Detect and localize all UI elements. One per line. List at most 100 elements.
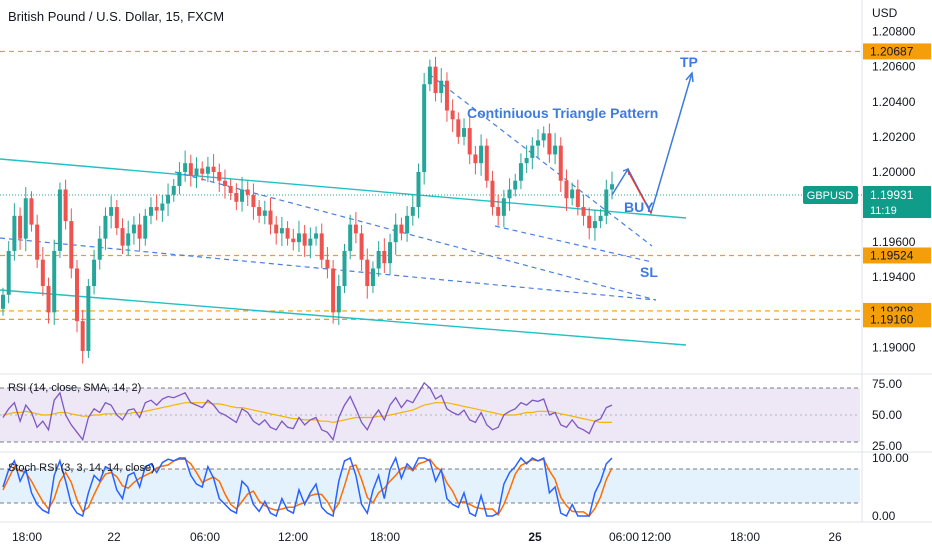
candle-body <box>314 233 319 239</box>
candle-body <box>97 238 102 260</box>
candle <box>18 207 23 250</box>
candle-body <box>427 66 432 85</box>
candle-body <box>40 259 45 287</box>
candle-body <box>416 171 421 208</box>
time-tick-label: 22 <box>107 530 121 544</box>
candle <box>279 216 284 247</box>
candle-body <box>29 198 34 225</box>
stoch-k-line[interactable] <box>2 455 613 518</box>
candle <box>348 214 353 260</box>
candle-body <box>6 250 11 295</box>
dashed-channel-upper[interactable] <box>174 171 657 301</box>
candle <box>211 154 216 182</box>
candle-body <box>530 145 535 158</box>
level-tag-bg <box>863 43 931 60</box>
candle <box>285 221 290 246</box>
symbol-tag-bg <box>803 186 858 204</box>
candle <box>291 228 296 251</box>
candle-body <box>217 171 222 181</box>
candle-body <box>285 228 290 239</box>
candle-body <box>524 157 529 164</box>
time-tick-label: 12:00 <box>278 530 308 544</box>
level-tag-label: 1.19524 <box>870 248 914 262</box>
symbol-tag: GBPUSD <box>807 190 854 202</box>
candle-body <box>570 189 575 199</box>
candle <box>131 216 136 245</box>
candle-body <box>279 228 284 234</box>
candle <box>376 241 381 277</box>
candle <box>257 200 262 223</box>
rsi-tick-label: 75.00 <box>872 377 902 391</box>
candle-body <box>183 163 188 172</box>
candle-body <box>353 224 358 234</box>
candle-body <box>211 166 216 172</box>
level-tag-bg <box>863 311 931 328</box>
candle <box>109 195 114 229</box>
sl-label[interactable]: SL <box>640 264 658 280</box>
rsi-ma-line[interactable] <box>2 402 612 424</box>
candle-body <box>160 203 165 211</box>
current-price-tag[interactable]: GBPUSD 1.19931 11:19 <box>803 186 931 218</box>
candle <box>103 207 108 250</box>
candle <box>120 218 125 255</box>
rsi-line[interactable] <box>2 381 613 442</box>
candle <box>405 206 410 242</box>
candle <box>331 260 336 324</box>
candle <box>484 138 489 188</box>
candle <box>518 153 523 190</box>
candle <box>86 279 91 358</box>
candle <box>564 169 569 211</box>
candle <box>194 157 199 189</box>
candle-body <box>325 259 330 269</box>
candle-body <box>610 184 614 190</box>
candle-body <box>541 133 546 141</box>
candle <box>1 287 5 316</box>
time-tick-label: 18:00 <box>12 530 42 544</box>
candle <box>205 156 210 183</box>
candle-body <box>57 189 62 251</box>
candle-body <box>126 233 131 246</box>
candle <box>388 233 393 275</box>
candle-body <box>490 180 495 208</box>
candle <box>69 208 74 279</box>
candle-body <box>245 189 250 195</box>
candle-body <box>80 321 85 351</box>
tp-label[interactable]: TP <box>680 54 698 70</box>
candle <box>399 217 404 241</box>
buy-label[interactable]: BUY <box>624 199 654 215</box>
candle-body <box>399 224 404 234</box>
price-tick-label: 1.19600 <box>872 235 916 249</box>
candle <box>80 309 85 364</box>
candle-body <box>581 207 586 216</box>
candle-body <box>228 186 233 194</box>
candle-body <box>393 224 398 243</box>
candle <box>35 214 40 269</box>
candle <box>592 209 597 241</box>
dashed-channel-lower[interactable] <box>0 237 657 301</box>
channel-upper-line[interactable] <box>0 158 687 219</box>
triangle-upper-line[interactable] <box>428 73 653 247</box>
candle-body <box>410 207 415 216</box>
candles <box>1 56 614 364</box>
triangle-lower-line[interactable] <box>494 225 653 263</box>
rsi-tick-label: 25.00 <box>872 439 902 453</box>
symbol-title[interactable]: British Pound / U.S. Dollar, 15, FXCM <box>8 9 224 24</box>
forecast-path-blue[interactable] <box>611 72 693 215</box>
rsi-title[interactable]: RSI (14, close, SMA, 14, 2) <box>8 382 141 394</box>
stoch-lines <box>2 455 613 518</box>
price-tick-label: 1.20200 <box>872 130 916 144</box>
candle <box>433 56 438 102</box>
currency-label: USD <box>872 6 898 20</box>
candle <box>610 171 614 200</box>
candle-body <box>388 242 393 264</box>
stoch-title[interactable]: Stoch RSI (3, 3, 14, 14, close) <box>8 462 155 474</box>
candle-body <box>450 110 455 120</box>
channel-lower-line[interactable] <box>0 289 687 346</box>
candle-body <box>74 268 79 322</box>
forecast-path-red[interactable] <box>627 170 652 214</box>
time-tick-label: 25 <box>528 530 542 544</box>
pattern-label[interactable]: Continiuous Triangle Pattern <box>467 105 658 121</box>
candle <box>575 179 580 216</box>
time-axis[interactable]: 18:00 22 06:00 12:00 18:00 25 06:00 12:00 18:00 2… <box>12 530 842 544</box>
